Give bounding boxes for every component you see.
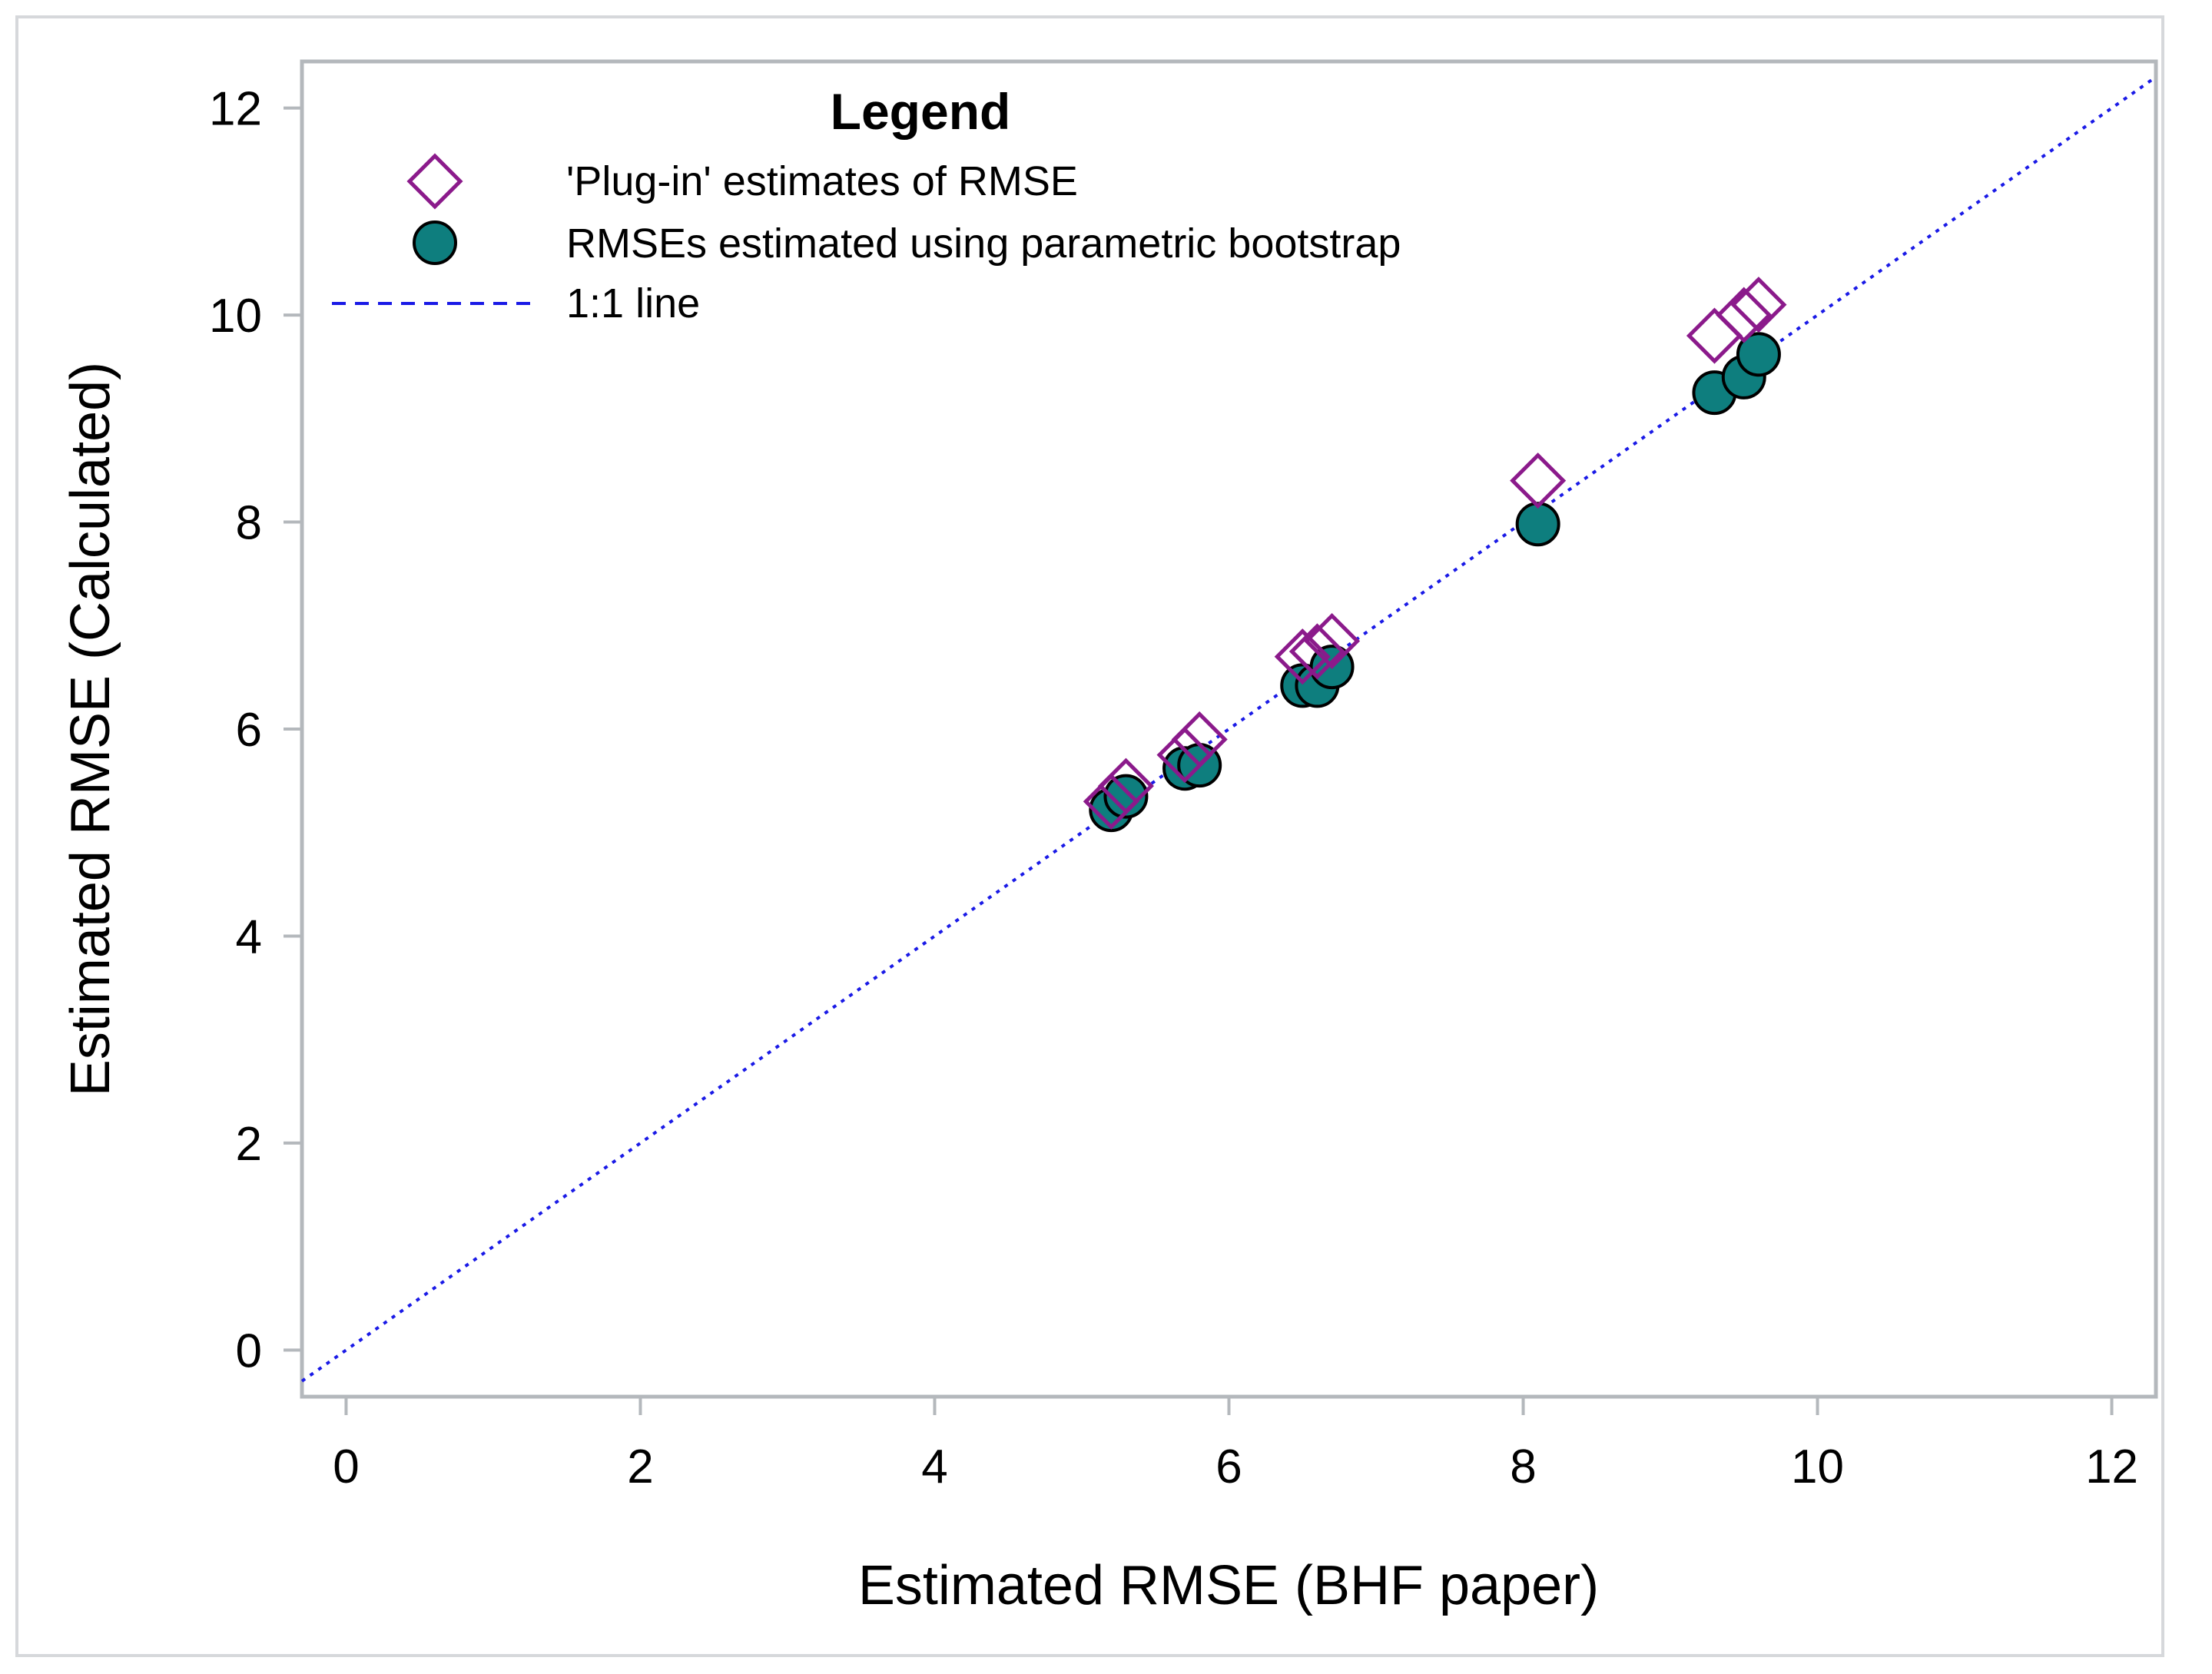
marks-layer bbox=[1083, 277, 1787, 833]
y-tick-label: 12 bbox=[209, 83, 262, 136]
axes-layer: 0 2 4 6 8 10 12 0 2 4 6 8 10 12 bbox=[209, 83, 2138, 1493]
legend-label-bootstrap: RMSEs estimated using parametric bootstr… bbox=[566, 220, 1401, 267]
x-tick-label: 10 bbox=[1791, 1440, 1844, 1493]
bootstrap-point bbox=[1515, 502, 1560, 547]
y-tick-label: 10 bbox=[209, 290, 262, 343]
plugin-point bbox=[1288, 623, 1345, 680]
legend-marker-circle bbox=[413, 220, 457, 265]
legend-marker-diamond bbox=[406, 153, 463, 210]
plugin-point bbox=[1730, 277, 1787, 333]
y-tick-label: 2 bbox=[236, 1118, 262, 1171]
y-tick-label: 4 bbox=[236, 910, 262, 963]
plot-area bbox=[300, 59, 2158, 1399]
one-to-one-line bbox=[300, 75, 2157, 1383]
y-tick-label: 0 bbox=[236, 1324, 262, 1377]
bootstrap-point bbox=[1103, 774, 1149, 819]
y-axis-title: Estimated RMSE (Calculated) bbox=[60, 362, 121, 1096]
plugin-point bbox=[1083, 773, 1139, 830]
x-tick-label: 2 bbox=[627, 1440, 653, 1493]
plugin-point bbox=[1097, 757, 1154, 814]
bootstrap-point bbox=[1736, 332, 1781, 377]
plugin-point bbox=[1304, 612, 1361, 670]
plugin-point bbox=[1171, 711, 1228, 768]
plugin-point bbox=[1716, 287, 1773, 343]
legend: Legend 'Plug-in' estimates of RMSE RMSEs… bbox=[332, 83, 1401, 327]
plugin-point bbox=[1156, 727, 1213, 784]
x-axis-title: Estimated RMSE (BHF paper) bbox=[858, 1555, 1599, 1616]
x-tick-label: 6 bbox=[1215, 1440, 1242, 1493]
x-tick-label: 8 bbox=[1510, 1440, 1536, 1493]
x-tick-label: 12 bbox=[2085, 1440, 2138, 1493]
x-tick-label: 4 bbox=[921, 1440, 947, 1493]
plugin-point bbox=[1510, 452, 1567, 509]
plugin-point bbox=[1274, 628, 1331, 685]
reference-line-layer bbox=[300, 75, 2157, 1383]
y-tick-label: 6 bbox=[236, 704, 262, 757]
x-tick-label: 0 bbox=[333, 1440, 359, 1493]
legend-label-plugin: 'Plug-in' estimates of RMSE bbox=[566, 158, 1078, 204]
legend-label-line: 1:1 line bbox=[566, 280, 700, 327]
y-tick-label: 8 bbox=[236, 497, 262, 550]
legend-title: Legend bbox=[831, 83, 1011, 140]
